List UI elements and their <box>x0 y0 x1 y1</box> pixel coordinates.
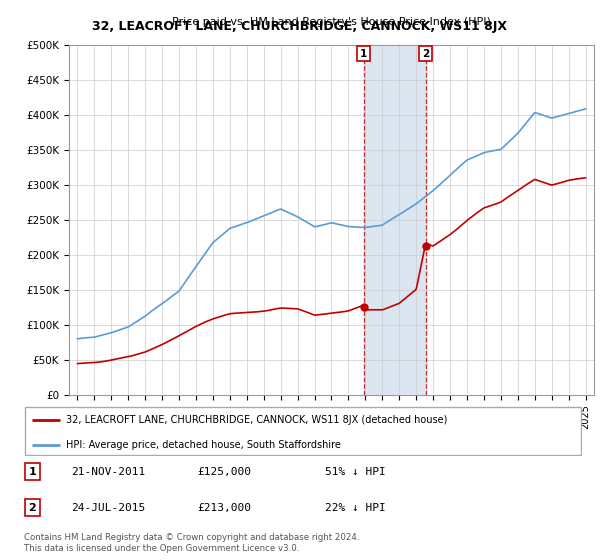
Text: 24-JUL-2015: 24-JUL-2015 <box>71 503 146 513</box>
Text: HPI: Average price, detached house, South Staffordshire: HPI: Average price, detached house, Sout… <box>66 440 341 450</box>
Text: £125,000: £125,000 <box>197 466 251 477</box>
Text: 22% ↓ HPI: 22% ↓ HPI <box>325 503 386 513</box>
Text: 2: 2 <box>28 503 36 513</box>
Title: Price paid vs. HM Land Registry's House Price Index (HPI): Price paid vs. HM Land Registry's House … <box>172 17 491 27</box>
Text: 32, LEACROFT LANE, CHURCHBRIDGE, CANNOCK, WS11 8JX: 32, LEACROFT LANE, CHURCHBRIDGE, CANNOCK… <box>92 20 508 32</box>
Bar <box>364 45 425 395</box>
Text: 1: 1 <box>28 466 36 477</box>
Text: Contains HM Land Registry data © Crown copyright and database right 2024.
This d: Contains HM Land Registry data © Crown c… <box>24 533 359 553</box>
Text: £213,000: £213,000 <box>197 503 251 513</box>
FancyBboxPatch shape <box>25 407 581 455</box>
Text: 21-NOV-2011: 21-NOV-2011 <box>71 466 146 477</box>
Text: 51% ↓ HPI: 51% ↓ HPI <box>325 466 386 477</box>
Text: 2: 2 <box>422 49 429 59</box>
Text: 1: 1 <box>360 49 367 59</box>
Text: 32, LEACROFT LANE, CHURCHBRIDGE, CANNOCK, WS11 8JX (detached house): 32, LEACROFT LANE, CHURCHBRIDGE, CANNOCK… <box>66 414 447 424</box>
